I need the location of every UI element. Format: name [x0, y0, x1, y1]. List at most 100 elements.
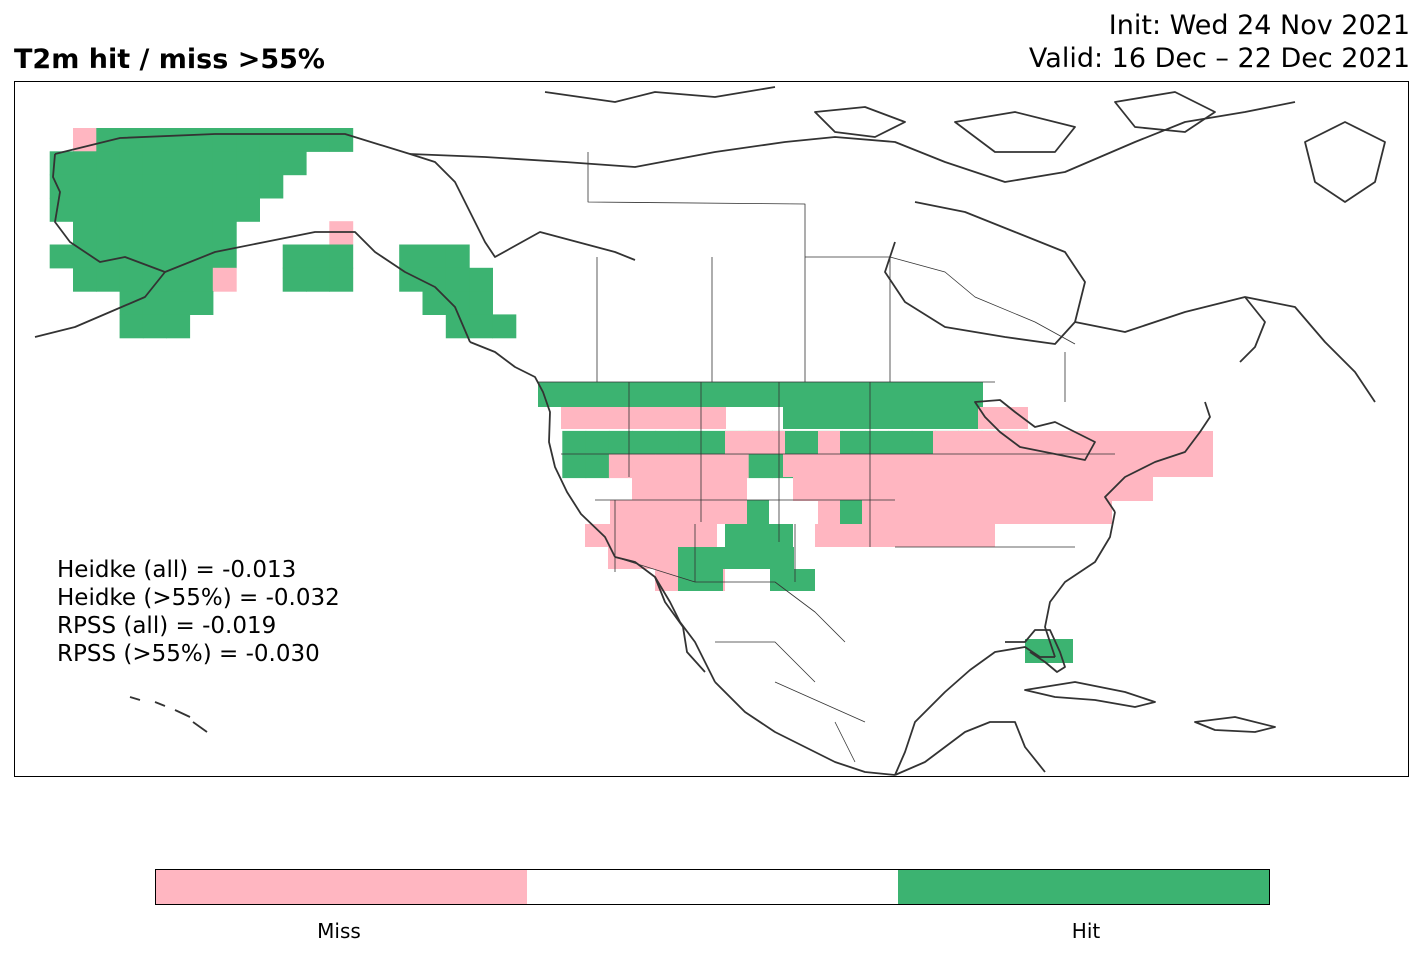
coastline	[894, 721, 1046, 776]
hit-cell	[142, 128, 167, 152]
hit-cell	[793, 431, 818, 454]
miss-cell	[953, 477, 1153, 501]
hit-cell	[73, 244, 97, 269]
coastline	[54, 133, 636, 261]
coastline	[1024, 681, 1156, 708]
coastline	[884, 201, 1086, 345]
hit-cell	[166, 221, 191, 246]
boundary-line	[889, 256, 1076, 345]
hit-cell	[49, 174, 74, 199]
hit-cell	[306, 244, 330, 269]
hit-cell	[166, 267, 191, 292]
miss-cell	[655, 454, 680, 479]
hit-cell	[702, 430, 726, 455]
hit-cell	[236, 174, 260, 199]
miss-cell	[608, 547, 678, 569]
coastline	[1239, 296, 1266, 363]
hit-cell	[329, 267, 354, 292]
hit-cell	[585, 430, 610, 455]
hit-cell	[306, 128, 330, 152]
hit-cell	[96, 151, 121, 176]
miss-cell	[561, 407, 701, 429]
hit-cell	[212, 197, 237, 222]
hit-cell	[306, 267, 330, 292]
miss-cell	[1013, 431, 1073, 454]
coastline	[409, 101, 1296, 183]
hit-cell	[562, 454, 587, 479]
hit-cell	[96, 174, 121, 199]
coastline	[974, 399, 1096, 461]
coastline	[164, 231, 471, 343]
hit-cell	[49, 197, 74, 222]
hit-cell	[562, 430, 587, 455]
miss-cell	[783, 454, 953, 477]
hit-cell	[189, 174, 214, 199]
hit-cell	[678, 569, 723, 591]
hit-cell	[189, 128, 214, 152]
hit-cell	[329, 244, 354, 269]
hit-cell	[189, 221, 214, 246]
map-title: T2m hit / miss >55%	[14, 44, 325, 75]
miss-cell	[585, 524, 695, 547]
hit-cell	[119, 267, 144, 292]
miss-cell	[818, 431, 840, 454]
miss-cell	[701, 407, 726, 429]
miss-cell	[818, 500, 840, 524]
hit-cell	[49, 151, 74, 176]
rpss-55: RPSS (>55%) = -0.030	[57, 641, 320, 667]
boundary-line	[587, 152, 806, 382]
hit-cell	[119, 221, 144, 246]
hit-cell	[119, 151, 144, 176]
hit-cell	[469, 314, 493, 339]
hit-cell	[119, 197, 144, 222]
miss-cell	[632, 454, 657, 479]
hit-cell	[142, 197, 167, 222]
miss-cell	[953, 454, 1213, 477]
hit-cell	[492, 314, 517, 339]
boundary-line	[614, 556, 846, 643]
hit-cell	[212, 128, 237, 152]
hit-cell	[770, 569, 815, 591]
colorbar-hit-segment	[898, 870, 1269, 904]
miss-cell	[632, 477, 747, 501]
hit-cell	[142, 174, 167, 199]
hit-cell	[142, 221, 167, 246]
heidke-55: Heidke (>55%) = -0.032	[57, 585, 340, 611]
colorbar-miss-segment	[156, 870, 527, 904]
coastline	[954, 111, 1076, 153]
hit-cell	[212, 151, 237, 176]
map-panel	[14, 81, 1409, 777]
miss-cell	[862, 500, 1112, 524]
hit-cell	[142, 151, 167, 176]
hit-cell	[282, 151, 307, 176]
hit-cell	[189, 197, 214, 222]
hit-cell	[678, 430, 703, 455]
coastline	[129, 696, 208, 733]
coastline	[1194, 716, 1276, 733]
hit-cell	[166, 244, 191, 269]
hit-cell	[655, 430, 680, 455]
hit-cell	[119, 174, 144, 199]
hit-cell	[422, 244, 447, 269]
hit-cell	[166, 174, 191, 199]
hit-cell	[166, 197, 191, 222]
hit-cell	[422, 291, 447, 315]
miss-cell	[678, 454, 703, 479]
miss-cell	[933, 431, 1013, 454]
miss-cell	[725, 454, 750, 479]
hit-cell	[783, 407, 868, 429]
colorbar-hit-label: Hit	[1071, 919, 1101, 943]
hit-cell	[166, 128, 191, 152]
hit-cell	[189, 151, 214, 176]
miss-cell	[212, 267, 237, 292]
coastline	[1005, 629, 1066, 673]
coastline	[1044, 511, 1116, 658]
colorbar	[155, 869, 1270, 905]
hit-cell	[282, 267, 307, 292]
hit-cell	[282, 244, 307, 269]
hit-cell	[748, 454, 773, 479]
hit-cell	[212, 174, 237, 199]
coastline	[469, 341, 616, 558]
hit-cell	[469, 291, 493, 315]
hit-cell	[282, 128, 307, 152]
